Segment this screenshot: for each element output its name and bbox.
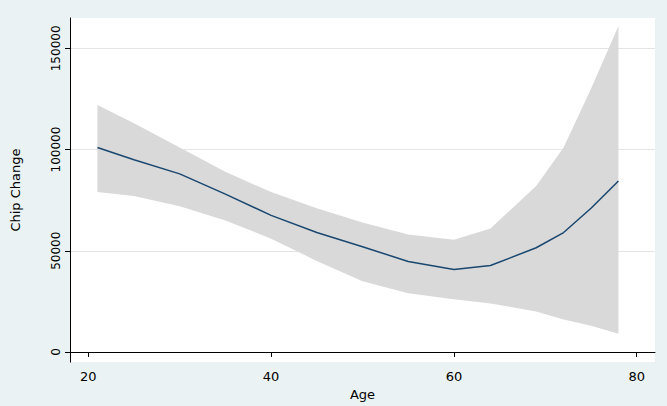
svg-text:Chip Change: Chip Change [8,149,23,232]
svg-text:40: 40 [263,369,280,384]
svg-text:20: 20 [80,369,97,384]
svg-text:60: 60 [446,369,463,384]
svg-text:Age: Age [350,387,375,402]
svg-text:80: 80 [628,369,645,384]
svg-text:100000: 100000 [49,127,63,173]
svg-text:150000: 150000 [49,25,63,71]
svg-text:50000: 50000 [49,232,63,270]
svg-text:0: 0 [49,348,63,356]
